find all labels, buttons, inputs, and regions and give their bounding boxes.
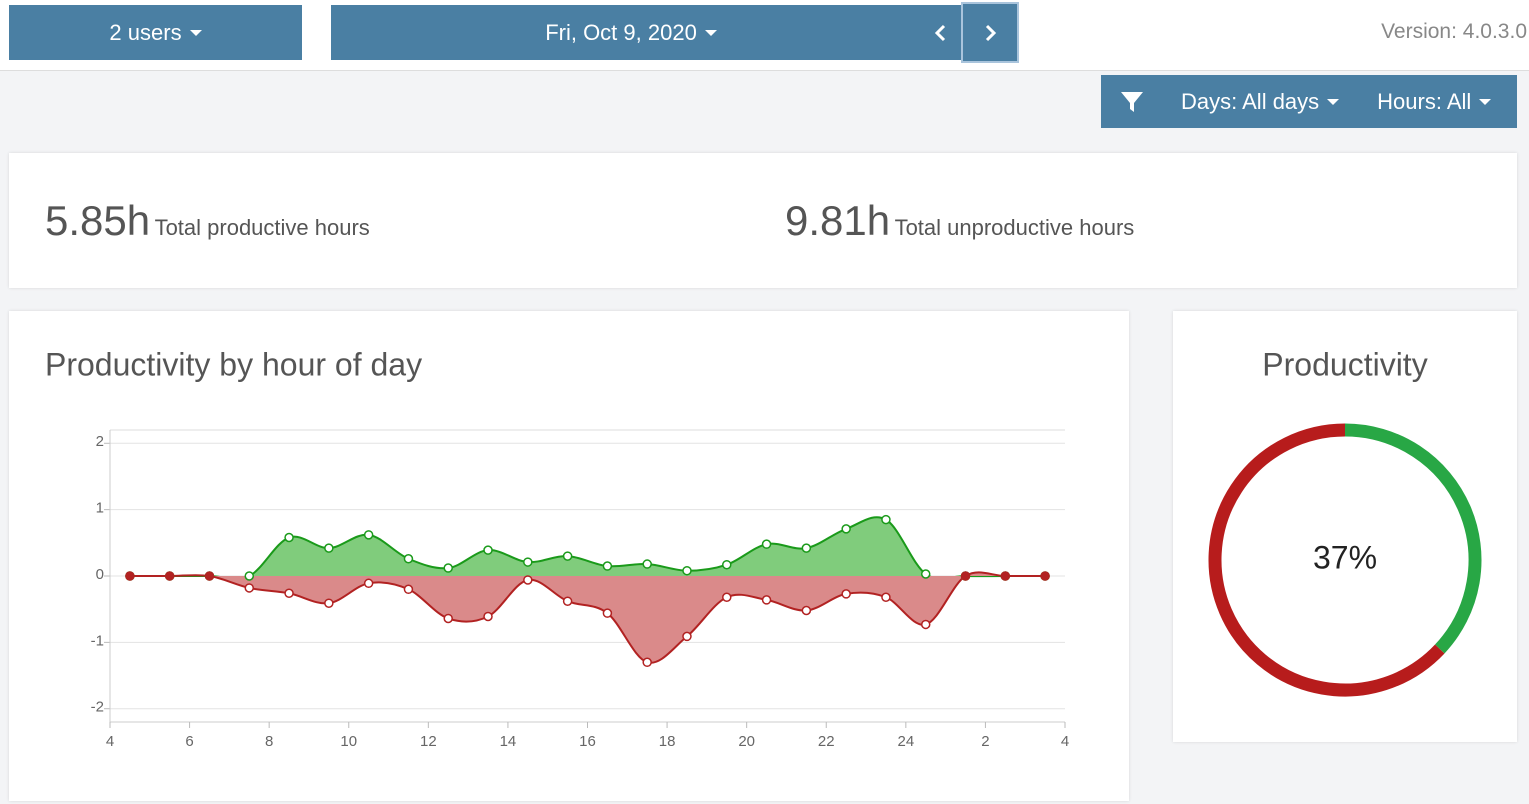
productive-value: 5.85h bbox=[45, 197, 151, 244]
unproductive-label: Total unproductive hours bbox=[894, 215, 1135, 240]
point bbox=[443, 563, 453, 573]
point bbox=[642, 559, 652, 569]
date-dropdown[interactable]: Fri, Oct 9, 2020 bbox=[331, 5, 961, 60]
y-tick-label: -1 bbox=[91, 632, 104, 649]
point bbox=[920, 619, 931, 630]
donut-slice bbox=[1344, 423, 1482, 654]
x-tick-label: 16 bbox=[579, 733, 596, 750]
point bbox=[602, 561, 613, 571]
point bbox=[801, 605, 812, 616]
x-tick-label: 18 bbox=[659, 733, 676, 750]
x-tick-label: 22 bbox=[818, 733, 835, 750]
x-tick-label: 24 bbox=[897, 733, 914, 750]
point bbox=[801, 543, 812, 553]
date-label: Fri, Oct 9, 2020 bbox=[545, 19, 697, 45]
x-tick-label: 4 bbox=[106, 733, 114, 750]
x-tick-label: 2 bbox=[981, 733, 989, 750]
filter-icon[interactable] bbox=[1120, 90, 1144, 114]
users-dropdown[interactable]: 2 users bbox=[9, 5, 302, 60]
point bbox=[483, 611, 493, 622]
y-tick-label: 1 bbox=[96, 500, 104, 517]
point bbox=[523, 557, 533, 567]
point bbox=[403, 553, 414, 564]
chart-title: Productivity bbox=[1262, 346, 1427, 382]
point bbox=[164, 571, 175, 581]
unproductive-summary: 9.81h Total unproductive hours bbox=[785, 197, 1134, 245]
x-tick-label: 10 bbox=[340, 733, 357, 750]
days-filter[interactable]: Days: All days bbox=[1181, 88, 1320, 114]
point bbox=[881, 592, 891, 602]
point bbox=[920, 569, 931, 579]
point bbox=[125, 571, 135, 581]
x-tick-label: 8 bbox=[265, 733, 273, 750]
area bbox=[129, 572, 1046, 663]
y-tick-label: -2 bbox=[91, 699, 104, 716]
center-label: 37% bbox=[1313, 539, 1377, 575]
point bbox=[562, 596, 573, 606]
x-tick-label: 6 bbox=[185, 733, 193, 750]
point bbox=[244, 571, 255, 581]
area bbox=[129, 517, 1046, 579]
hours-filter[interactable]: Hours: All bbox=[1377, 88, 1472, 114]
unproductive-value: 9.81h bbox=[785, 197, 891, 244]
point bbox=[363, 530, 374, 540]
point bbox=[722, 559, 732, 570]
point bbox=[1000, 571, 1011, 581]
filter-bar: Days: All days Hours: All bbox=[1101, 75, 1517, 128]
point bbox=[363, 578, 374, 589]
point bbox=[1040, 571, 1050, 581]
point bbox=[443, 613, 453, 624]
chart-title: Productivity by hour of day bbox=[45, 346, 422, 382]
point bbox=[523, 575, 533, 585]
users-label: 2 users bbox=[109, 19, 182, 45]
point bbox=[324, 543, 334, 553]
productive-label: Total productive hours bbox=[154, 215, 370, 240]
y-tick-label: 2 bbox=[96, 433, 104, 450]
point bbox=[324, 598, 334, 608]
point bbox=[284, 588, 294, 599]
x-tick-label: 14 bbox=[500, 733, 517, 750]
y-tick-label: 0 bbox=[96, 566, 104, 583]
point bbox=[403, 584, 414, 595]
next-button[interactable] bbox=[961, 2, 1019, 63]
version: Version: 4.0.3.0 bbox=[1381, 20, 1527, 43]
summary-card: 5.85h Total productive hours 9.81h Total… bbox=[9, 153, 1517, 288]
point bbox=[483, 545, 493, 555]
point bbox=[722, 592, 732, 602]
point bbox=[602, 608, 613, 618]
donut-card bbox=[1173, 311, 1517, 742]
x-tick-label: 20 bbox=[738, 733, 755, 750]
x-tick-label: 4 bbox=[1061, 733, 1069, 750]
point bbox=[642, 657, 652, 668]
point bbox=[960, 571, 971, 581]
point bbox=[204, 571, 215, 581]
x-tick-label: 12 bbox=[420, 733, 437, 750]
point bbox=[562, 551, 573, 561]
donut-slice bbox=[1208, 423, 1445, 697]
point bbox=[682, 631, 692, 642]
point bbox=[881, 514, 891, 525]
point bbox=[682, 565, 692, 576]
point bbox=[284, 532, 294, 543]
point bbox=[761, 595, 772, 605]
point bbox=[841, 589, 851, 599]
point bbox=[244, 583, 255, 593]
productive-summary: 5.85h Total productive hours bbox=[45, 197, 370, 245]
point bbox=[761, 539, 772, 549]
prev-button[interactable] bbox=[925, 18, 955, 48]
point bbox=[841, 524, 851, 534]
